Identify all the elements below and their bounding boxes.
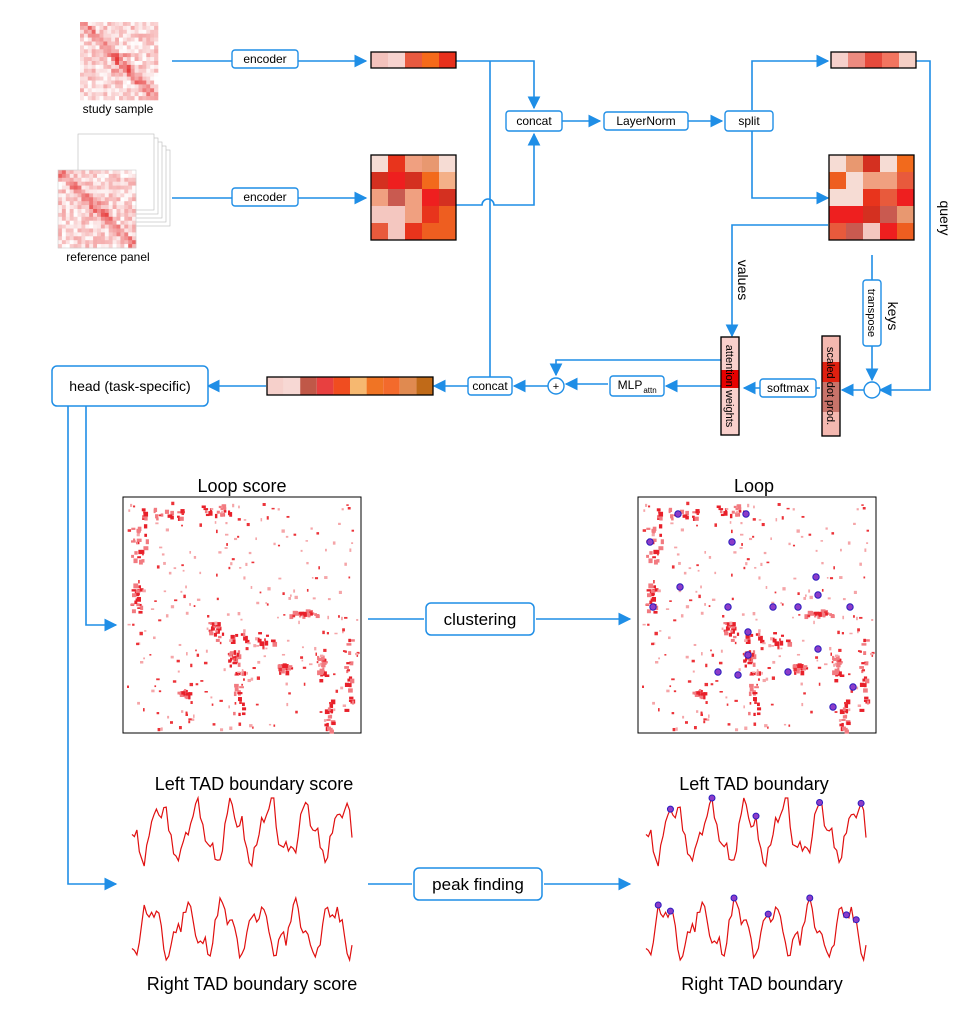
head-block: head (task-specific) xyxy=(51,365,209,407)
plus-label: + xyxy=(553,381,559,393)
softmax-label: softmax xyxy=(767,381,809,395)
softmax-block: softmax xyxy=(759,378,817,398)
concat-block-2: concat xyxy=(467,376,513,396)
right-score-title: Right TAD boundary score xyxy=(147,974,357,994)
right-score-track xyxy=(131,895,353,963)
query-label: query xyxy=(937,200,953,235)
attention-weights-label: attention weights xyxy=(723,345,735,428)
peak-finding-block: peak finding xyxy=(413,867,543,901)
split-label: split xyxy=(738,114,760,128)
reference-panel-stack xyxy=(57,133,171,249)
key-value-matrix xyxy=(828,154,915,241)
concat-label-1: concat xyxy=(516,114,552,128)
right-title: Right TAD boundary xyxy=(681,974,842,994)
reference-embedding-matrix xyxy=(370,154,457,241)
layernorm-label: LayerNorm xyxy=(616,114,675,128)
transpose-label: transpose xyxy=(865,289,877,337)
loop-score-map xyxy=(122,496,362,734)
scaled-dot-prod-label: scaled dot prod. xyxy=(824,347,836,425)
mlp-label: MLP xyxy=(618,378,643,392)
encoder-label-1: encoder xyxy=(243,52,286,66)
query-vector xyxy=(830,51,917,69)
reference-panel-label: reference panel xyxy=(66,250,149,264)
mlp-attn-block: MLP attn xyxy=(609,375,665,397)
loop-map xyxy=(637,496,877,734)
peak-finding-label: peak finding xyxy=(432,875,524,894)
output-embedding-vector xyxy=(266,376,434,396)
left-score-title: Left TAD boundary score xyxy=(155,774,353,794)
clustering-label: clustering xyxy=(444,610,517,629)
loop-title: Loop xyxy=(734,476,774,496)
scaled-dot-prod-vector: scaled dot prod. xyxy=(821,335,841,437)
clustering-block: clustering xyxy=(425,602,535,636)
study-sample-label: study sample xyxy=(83,102,154,116)
connectors xyxy=(67,54,931,891)
concat-block-1: concat xyxy=(505,110,563,132)
study-embedding-vector xyxy=(370,51,457,69)
plus-node: + xyxy=(547,377,565,395)
encoder-block-2: encoder xyxy=(231,187,299,207)
split-block: split xyxy=(724,110,774,132)
left-title: Left TAD boundary xyxy=(679,774,828,794)
study-sample-heatmap xyxy=(80,22,159,101)
encoder-block-1: encoder xyxy=(231,49,299,69)
attention-weights-vector: attention weights xyxy=(720,336,740,436)
mlp-subscript: attn xyxy=(643,386,656,395)
loop-score-title: Loop score xyxy=(197,476,286,496)
transpose-block: transpose xyxy=(862,279,882,347)
values-label: values xyxy=(735,260,751,300)
dot-product-node xyxy=(863,381,881,399)
layernorm-block: LayerNorm xyxy=(603,111,689,131)
head-label: head (task-specific) xyxy=(69,378,190,394)
right-boundary-track xyxy=(645,894,867,963)
concat-label-2: concat xyxy=(472,379,508,393)
left-boundary-track xyxy=(645,794,867,868)
left-score-track xyxy=(131,795,353,868)
encoder-label-2: encoder xyxy=(243,190,286,204)
keys-label: keys xyxy=(885,302,901,331)
